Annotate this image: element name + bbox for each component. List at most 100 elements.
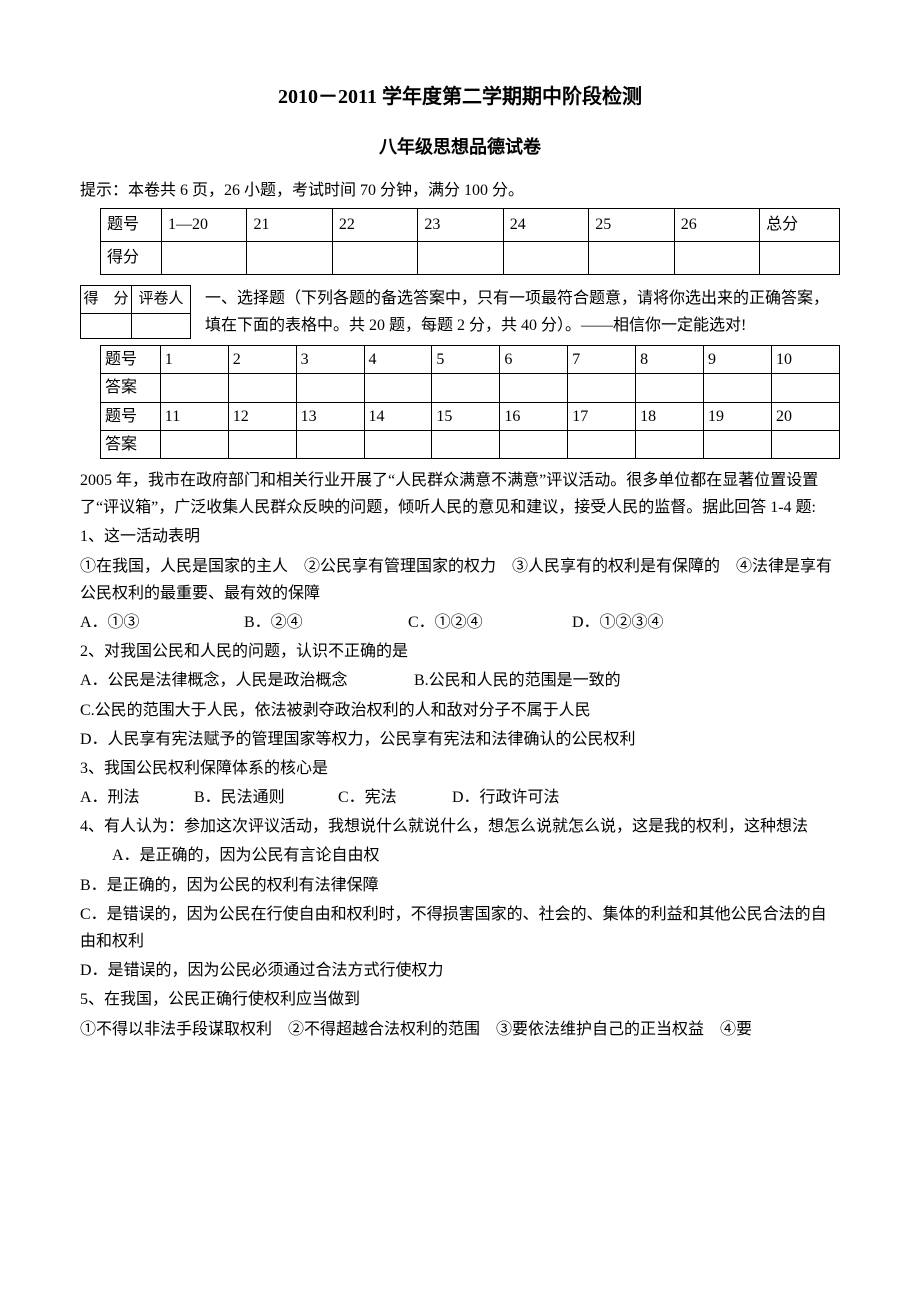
page-subtitle: 八年级思想品德试卷 [80,132,840,163]
cell: 21 [247,208,332,241]
table-row: 题号 11 12 13 14 15 16 17 18 19 20 [101,402,840,430]
cell: 19 [704,402,772,430]
cell-label: 题号 [101,346,161,374]
q1-opt-c: C．①②④ [408,609,568,636]
cell-label: 题号 [101,208,162,241]
score-table: 题号 1—20 21 22 23 24 25 26 总分 得分 [100,208,840,275]
cell: 14 [364,402,432,430]
cell [636,374,704,402]
cell: 16 [500,402,568,430]
cell: 10 [771,346,839,374]
cell [771,430,839,458]
q1-statements: ①在我国，人民是国家的主人 ②公民享有管理国家的权力 ③人民享有的权利是有保障的… [80,553,840,607]
cell: 6 [500,346,568,374]
cell: 17 [568,402,636,430]
q4-opt-a: A．是正确的，因为公民有言论自由权 [80,842,840,869]
table-row: 题号 1—20 21 22 23 24 25 26 总分 [101,208,840,241]
cell [771,374,839,402]
q1-options: A．①③ B．②④ C．①②④ D．①②③④ [80,609,840,636]
q3-stem: 3、我国公民权利保障体系的核心是 [80,755,840,782]
cell: 1 [160,346,228,374]
grader-name-label: 评卷人 [132,285,191,314]
grader-box: 得 分 评卷人 [80,285,191,340]
cell: 23 [418,208,503,241]
cell: 8 [636,346,704,374]
cell [503,241,588,274]
cell-label: 答案 [101,374,161,402]
grader-score-cell [81,314,132,339]
cell [589,241,674,274]
cell: 15 [432,402,500,430]
cell: 11 [160,402,228,430]
q1-opt-b: B．②④ [244,609,404,636]
cell [636,430,704,458]
cell: 9 [704,346,772,374]
cell: 4 [364,346,432,374]
cell: 25 [589,208,674,241]
q5-statements: ①不得以非法手段谋取权利 ②不得超越合法权利的范围 ③要依法维护自己的正当权益 … [80,1016,840,1043]
cell-label: 答案 [101,430,161,458]
answer-grid: 题号 1 2 3 4 5 6 7 8 9 10 答案 题号 11 12 13 1… [100,345,840,459]
cell [332,241,417,274]
cell: 26 [674,208,759,241]
q3-opt-d: D．行政许可法 [452,784,560,811]
cell [160,374,228,402]
cell [228,430,296,458]
grader-name-cell [132,314,191,339]
cell: 总分 [760,208,840,241]
cell [247,241,332,274]
cell [161,241,246,274]
q4-opt-b: B．是正确的，因为公民的权利有法律保障 [80,872,840,899]
q3-opt-b: B．民法通则 [194,784,334,811]
q4-opt-d: D．是错误的，因为公民必须通过合法方式行使权力 [80,957,840,984]
section1-instructions: 一、选择题（下列各题的备选答案中，只有一项最符合题意，请将你选出来的正确答案，填… [205,285,840,339]
table-row: 答案 [101,374,840,402]
table-row: 得分 [101,241,840,274]
cell [418,241,503,274]
cell: 13 [296,402,364,430]
cell: 20 [771,402,839,430]
cell: 18 [636,402,704,430]
cell: 2 [228,346,296,374]
table-row: 答案 [101,430,840,458]
cell [364,374,432,402]
cell [568,374,636,402]
q3-opt-a: A．刑法 [80,784,190,811]
cell: 7 [568,346,636,374]
cell: 1—20 [161,208,246,241]
q5-stem: 5、在我国，公民正确行使权利应当做到 [80,986,840,1013]
grader-score-label: 得 分 [81,285,132,314]
page-title: 2010－2011 学年度第二学期期中阶段检测 [80,80,840,114]
q2-opt-c: C.公民的范围大于人民，依法被剥夺政治权利的人和敌对分子不属于人民 [80,697,840,724]
q2-line-ab: A．公民是法律概念，人民是政治概念 B.公民和人民的范围是一致的 [80,667,840,694]
q1-stem: 1、这一活动表明 [80,523,840,550]
table-row: 题号 1 2 3 4 5 6 7 8 9 10 [101,346,840,374]
hint-line: 提示：本卷共 6 页，26 小题，考试时间 70 分钟，满分 100 分。 [80,177,840,204]
cell [364,430,432,458]
cell: 22 [332,208,417,241]
cell: 3 [296,346,364,374]
q2-opt-b: B.公民和人民的范围是一致的 [414,667,621,694]
cell [760,241,840,274]
cell [432,374,500,402]
q1-opt-d: D．①②③④ [572,609,664,636]
cell [500,430,568,458]
cell [296,374,364,402]
q3-opt-c: C．宪法 [338,784,448,811]
cell: 24 [503,208,588,241]
q3-options: A．刑法 B．民法通则 C．宪法 D．行政许可法 [80,784,840,811]
q2-opt-a: A．公民是法律概念，人民是政治概念 [80,667,410,694]
cell [432,430,500,458]
cell-label: 题号 [101,402,161,430]
cell: 5 [432,346,500,374]
q2-opt-d: D．人民享有宪法赋予的管理国家等权力，公民享有宪法和法律确认的公民权利 [80,726,840,753]
cell [568,430,636,458]
passage-text: 2005 年，我市在政府部门和相关行业开展了“人民群众满意不满意”评议活动。很多… [80,467,840,521]
q4-opt-c: C．是错误的，因为公民在行使自由和权利时，不得损害国家的、社会的、集体的利益和其… [80,901,840,955]
q4-stem: 4、有人认为：参加这次评议活动，我想说什么就说什么，想怎么说就怎么说，这是我的权… [80,813,840,840]
cell [500,374,568,402]
q1-opt-a: A．①③ [80,609,240,636]
q2-stem: 2、对我国公民和人民的问题，认识不正确的是 [80,638,840,665]
cell [674,241,759,274]
cell [228,374,296,402]
